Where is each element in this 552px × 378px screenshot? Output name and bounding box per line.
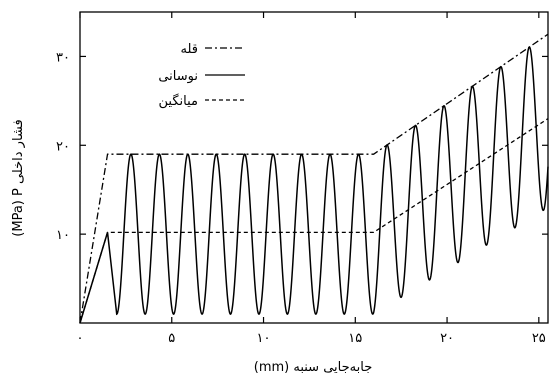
x-axis-title: (mm) جابه‌جایی سنبه [254,360,373,375]
y-tick-label: ۱۰ [56,228,70,243]
series-line-dashed [79,118,549,324]
legend-label-dashdot: قله [181,42,199,57]
x-tick-label: ۱۰ [257,331,271,346]
y-tick-label: ۲۰ [56,139,70,154]
series-line-dashdot [79,33,549,324]
legend: قله نوسانی میانگین [158,42,245,109]
x-tick-label: ۲۰ [440,331,454,346]
series-line-solid [79,46,549,324]
x-tick-label: ۵ [168,331,175,346]
x-tick-label: ۱۵ [348,331,362,346]
y-tick-label: ۳۰ [56,50,70,65]
y-axis-title: (MPa) P فشار داخلی [11,119,26,236]
legend-label-dashed: میانگین [159,93,198,109]
legend-label-solid: نوسانی [158,69,198,84]
plot-area [79,33,549,324]
x-tick-label: ۲۵ [532,331,546,346]
plot-frame [79,11,549,324]
x-tick-label: ۰ [77,331,84,346]
axes: ۰ ۵ ۱۰ ۱۵ ۲۰ ۲۵ ۱۰ ۲۰ ۳۰ [56,11,549,346]
